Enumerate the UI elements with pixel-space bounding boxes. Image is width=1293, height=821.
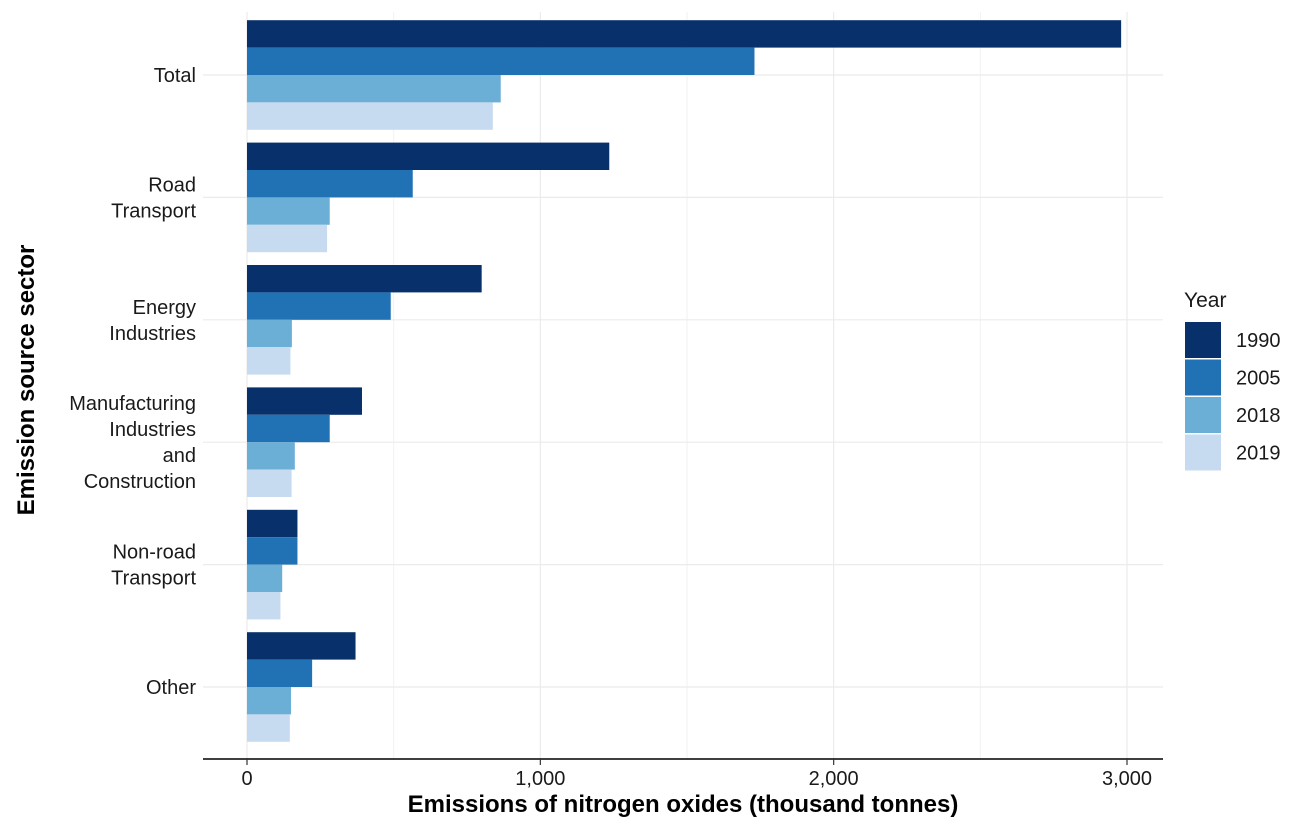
bars <box>247 20 1122 742</box>
legend-key-2005 <box>1185 359 1221 396</box>
grid-lines <box>203 12 1163 759</box>
x-tick-label-3: 3,000 <box>1102 768 1152 790</box>
bar-other-2005 <box>247 659 313 687</box>
category-label-0: Total <box>154 65 196 87</box>
category-label-line: Road <box>148 174 196 196</box>
bar-manufacturing-industries-and-construction-2019 <box>247 469 292 497</box>
legend-key-1990 <box>1185 322 1221 358</box>
legend-label-2019: 2019 <box>1236 443 1281 465</box>
bar-non-road-transport-2005 <box>247 537 298 565</box>
category-label-1: Road Transport <box>111 174 196 222</box>
bar-manufacturing-industries-and-construction-2018 <box>247 442 295 470</box>
category-label-line: Industries <box>109 419 196 441</box>
category-label-line: Construction <box>84 471 196 493</box>
bar-road-transport-2018 <box>247 197 330 225</box>
legend-key-2019 <box>1185 434 1221 471</box>
bar-non-road-transport-2019 <box>247 592 281 620</box>
category-label-2: Energy Industries <box>109 297 196 345</box>
bar-manufacturing-industries-and-construction-1990 <box>247 387 362 415</box>
category-label-5: Other <box>146 677 196 699</box>
category-label-line: and <box>163 445 196 467</box>
category-label-line: Non-road <box>113 542 196 564</box>
bar-other-1990 <box>247 632 356 660</box>
bar-manufacturing-industries-and-construction-2005 <box>247 414 330 443</box>
category-label-3: Manufacturing Industries and Construction <box>69 393 196 493</box>
bar-other-2018 <box>247 687 291 715</box>
legend-label-2005: 2005 <box>1236 368 1281 390</box>
x-tick-label-0: 0 <box>241 768 252 790</box>
category-label-line: Transport <box>111 568 196 590</box>
category-label-line: Industries <box>109 323 196 345</box>
bar-energy-industries-1990 <box>247 265 482 293</box>
legend-title: Year <box>1184 289 1226 312</box>
legend-items: 1990 2005 2018 2019 <box>1185 322 1281 471</box>
legend-label-1990: 1990 <box>1236 330 1281 352</box>
x-axis-title: Emissions of nitrogen oxides (thousand t… <box>408 791 959 818</box>
x-axis: 0 1,000 2,000 3,000 <box>203 758 1163 790</box>
y-axis-title: Emission source sector <box>13 245 40 516</box>
bar-total-2005 <box>247 47 755 75</box>
bar-road-transport-1990 <box>247 142 610 170</box>
x-tick-label-1: 1,000 <box>515 768 565 790</box>
bar-total-1990 <box>247 20 1122 48</box>
bar-energy-industries-2018 <box>247 319 292 348</box>
bar-road-transport-2019 <box>247 224 328 253</box>
category-label-line: Manufacturing <box>69 393 196 415</box>
bar-non-road-transport-1990 <box>247 509 298 538</box>
legend-key-2018 <box>1185 397 1221 433</box>
bar-non-road-transport-2018 <box>247 564 283 592</box>
category-label-line: Other <box>146 677 196 699</box>
category-label-line: Energy <box>133 297 196 319</box>
bar-other-2019 <box>247 714 290 742</box>
bar-energy-industries-2019 <box>247 347 291 375</box>
category-label-4: Non-road Transport <box>111 542 196 590</box>
bar-road-transport-2005 <box>247 170 413 198</box>
legend: Year 1990 2005 2018 2019 <box>1184 289 1281 471</box>
bar-total-2019 <box>247 102 493 130</box>
legend-label-2018: 2018 <box>1236 405 1281 427</box>
category-label-line: Total <box>154 65 196 87</box>
category-label-line: Transport <box>111 200 196 222</box>
x-tick-label-2: 2,000 <box>809 768 859 790</box>
bar-energy-industries-2005 <box>247 292 391 320</box>
bar-total-2018 <box>247 75 501 103</box>
